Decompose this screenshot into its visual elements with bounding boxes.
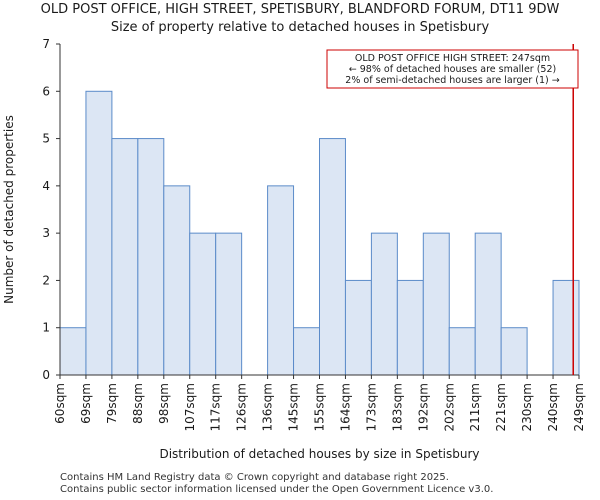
footer-copyright: Contains HM Land Registry data © Crown c… [60, 472, 449, 483]
histogram-bar [267, 185, 295, 376]
y-tick-label: 6 [42, 84, 50, 98]
y-tick-label: 4 [42, 179, 50, 193]
histogram-bar [163, 185, 191, 376]
y-tick-label: 1 [42, 321, 50, 335]
x-tick-label: 126sqm [235, 383, 249, 431]
annotation-text-line: 2% of semi-detached houses are larger (1… [345, 75, 559, 86]
histogram-bar [500, 327, 528, 376]
annotation-text-line: OLD POST OFFICE HIGH STREET: 247sqm [355, 53, 550, 64]
histogram-bar [293, 327, 320, 376]
x-tick-label: 79sqm [105, 383, 119, 424]
histogram-bar [552, 279, 580, 376]
footer-licence: Contains public sector information licen… [60, 484, 494, 495]
histogram-bar [215, 232, 243, 376]
annotation-box [326, 49, 579, 89]
x-tick-label: 107sqm [183, 383, 197, 431]
x-tick-label: 155sqm [313, 383, 327, 431]
histogram-bar [448, 327, 476, 376]
chart-subtitle: Size of property relative to detached ho… [110, 20, 490, 35]
histogram-bar [85, 90, 113, 376]
histogram-bar [189, 232, 217, 376]
histogram-bar [59, 327, 87, 376]
x-tick-label: 240sqm [546, 383, 560, 431]
x-tick-label: 202sqm [442, 383, 456, 431]
y-tick-label: 0 [42, 368, 50, 382]
x-tick-label: 230sqm [520, 383, 534, 431]
x-tick-label: 249sqm [572, 383, 586, 431]
x-tick-label: 69sqm [79, 383, 93, 424]
histogram-bar [344, 279, 372, 376]
x-tick-label: 145sqm [287, 383, 301, 431]
y-axis-title: Number of detached properties [2, 115, 16, 304]
y-tick-label: 7 [42, 37, 50, 51]
x-tick-label: 173sqm [364, 383, 378, 431]
x-tick-label: 88sqm [131, 383, 145, 424]
histogram-bar [111, 138, 139, 376]
histogram-bar [370, 232, 398, 376]
histogram-bar [319, 138, 346, 376]
x-tick-label: 183sqm [390, 383, 404, 431]
x-tick-label: 192sqm [416, 383, 430, 431]
x-tick-label: 136sqm [261, 383, 275, 431]
histogram-bar [474, 232, 502, 376]
x-tick-label: 98sqm [157, 383, 171, 424]
y-tick-label: 5 [42, 132, 50, 146]
y-tick-label: 3 [42, 226, 50, 240]
x-tick-label: 117sqm [209, 383, 223, 431]
annotation-text-line: ← 98% of detached houses are smaller (52… [349, 64, 556, 75]
x-axis-title: Distribution of detached houses by size … [159, 447, 479, 461]
x-tick-label: 60sqm [53, 383, 67, 424]
y-tick-label: 2 [42, 273, 50, 287]
histogram-bar [396, 279, 424, 376]
histogram-bar [422, 232, 450, 376]
x-tick-label: 211sqm [468, 383, 482, 431]
histogram-bar [137, 138, 165, 376]
x-tick-label: 221sqm [494, 383, 508, 431]
x-tick-label: 164sqm [338, 383, 352, 431]
chart-title-line-1: OLD POST OFFICE, HIGH STREET, SPETISBURY… [40, 2, 560, 17]
